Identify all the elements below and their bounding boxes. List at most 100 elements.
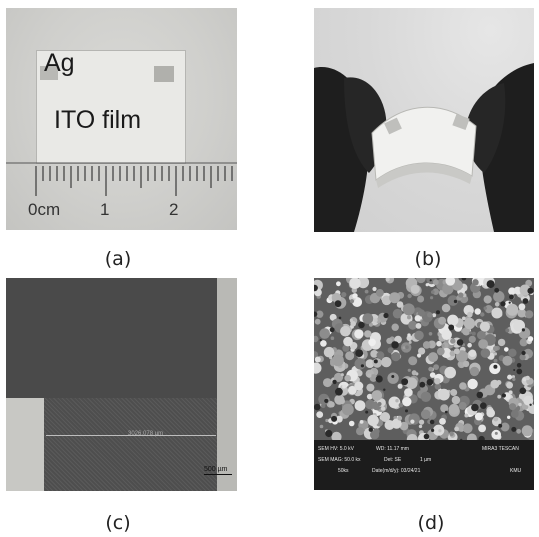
sem-particle xyxy=(462,327,471,336)
sem-particle xyxy=(497,338,506,347)
sem-particle xyxy=(508,348,517,357)
sem-particle xyxy=(430,296,434,300)
sem-pore xyxy=(456,339,464,346)
sem-particle xyxy=(321,403,326,409)
sem-particle xyxy=(419,419,425,425)
sem-particle xyxy=(373,318,378,323)
sem-particle xyxy=(441,303,451,313)
sem-particle xyxy=(316,411,324,418)
sem-particle xyxy=(405,345,409,349)
sem-pore xyxy=(329,327,335,333)
sem-particle xyxy=(372,286,377,292)
sem-mag: SEM MAG: 50.0 kx xyxy=(318,457,361,463)
sem-wd: WD: 11.17 mm xyxy=(376,446,409,452)
sem-particle xyxy=(527,336,534,342)
sem-particle xyxy=(508,287,516,295)
sem-particle xyxy=(467,342,472,348)
photo-flexible-film-bent xyxy=(314,8,534,232)
sem-particle xyxy=(477,330,486,340)
sem-particle xyxy=(314,335,319,343)
sem-particle xyxy=(510,410,519,418)
sem-particle xyxy=(323,378,332,388)
sem-particle xyxy=(441,342,449,350)
sem-pore xyxy=(375,375,383,383)
sem-particle xyxy=(332,354,344,367)
sem-particle xyxy=(314,318,321,325)
measurement-label: 3026.078 µm xyxy=(128,431,164,437)
sem-particle xyxy=(462,316,466,321)
sem-pore xyxy=(401,378,409,386)
sem-pore xyxy=(365,410,369,414)
sem-particle xyxy=(402,303,415,316)
sem-particle xyxy=(523,395,534,406)
sem-particle xyxy=(342,344,350,352)
sem-pore xyxy=(358,321,365,329)
sem-particle xyxy=(453,348,460,355)
sem-particle xyxy=(491,307,503,319)
sem-particle xyxy=(381,356,392,368)
sem-particle xyxy=(381,295,392,306)
sem-particle xyxy=(371,390,383,401)
sem-particle xyxy=(340,325,351,337)
sem-particle xyxy=(411,370,417,376)
sem-particle xyxy=(405,377,418,390)
sem-particle xyxy=(507,415,511,419)
sem-particle xyxy=(366,383,375,392)
sem-pore xyxy=(431,428,435,432)
sem-particle xyxy=(445,278,456,286)
sem-particle xyxy=(418,424,423,429)
sem-particle xyxy=(483,295,492,304)
sem-particle xyxy=(480,312,485,317)
sem-particle xyxy=(364,289,369,294)
sem-particle xyxy=(367,373,372,378)
sem-det: Det: SE xyxy=(384,457,402,463)
sem-particle xyxy=(490,379,500,389)
label-ito-film: ITO film xyxy=(54,106,142,134)
sem-pore xyxy=(332,379,337,385)
sem-particle xyxy=(391,418,402,429)
sem-particle xyxy=(462,360,470,368)
sem-particle xyxy=(518,402,522,407)
ag-electrode-pad-right xyxy=(154,66,174,82)
sem-particle xyxy=(493,352,497,356)
sem-pore xyxy=(519,387,527,395)
sem-particle xyxy=(330,358,335,364)
sem-pore xyxy=(319,339,322,342)
sem-particle xyxy=(471,331,476,336)
sem-pore xyxy=(516,363,522,368)
sem-pore xyxy=(334,300,342,308)
sem-particle xyxy=(345,351,355,361)
sem-particle xyxy=(458,401,467,410)
sem-particle xyxy=(447,314,459,326)
sem-particle xyxy=(396,301,404,308)
sem-particle xyxy=(518,303,526,311)
sem-particle xyxy=(407,333,411,337)
sem-particle xyxy=(508,390,513,395)
sem-particle xyxy=(343,336,353,347)
label-ag: Ag xyxy=(44,49,75,77)
sem-pore xyxy=(513,369,516,371)
sem-particle xyxy=(316,310,324,318)
sem-particle xyxy=(408,413,420,425)
sem-particle xyxy=(319,424,324,429)
sem-particle xyxy=(492,345,499,352)
substrate-edge xyxy=(217,278,237,491)
sem-pore xyxy=(325,429,333,438)
sem-particle xyxy=(342,384,347,389)
sem-pore xyxy=(383,312,389,319)
sem-particle xyxy=(377,401,382,407)
sem-particle xyxy=(402,346,406,350)
sem-particle xyxy=(519,338,528,347)
microscope-image: 3026.078 µm 500 µm xyxy=(6,278,237,491)
sem-particle xyxy=(489,306,493,311)
sem-particle xyxy=(367,414,379,427)
caption-c: (c) xyxy=(105,512,131,534)
sem-particle xyxy=(448,403,460,415)
sem-particle xyxy=(440,404,449,413)
sem-particle xyxy=(507,374,513,380)
sem-particle xyxy=(436,340,442,347)
sem-particle xyxy=(354,329,364,339)
sem-particle xyxy=(432,279,439,286)
sem-particle xyxy=(483,306,487,310)
sem-particle xyxy=(386,337,393,344)
